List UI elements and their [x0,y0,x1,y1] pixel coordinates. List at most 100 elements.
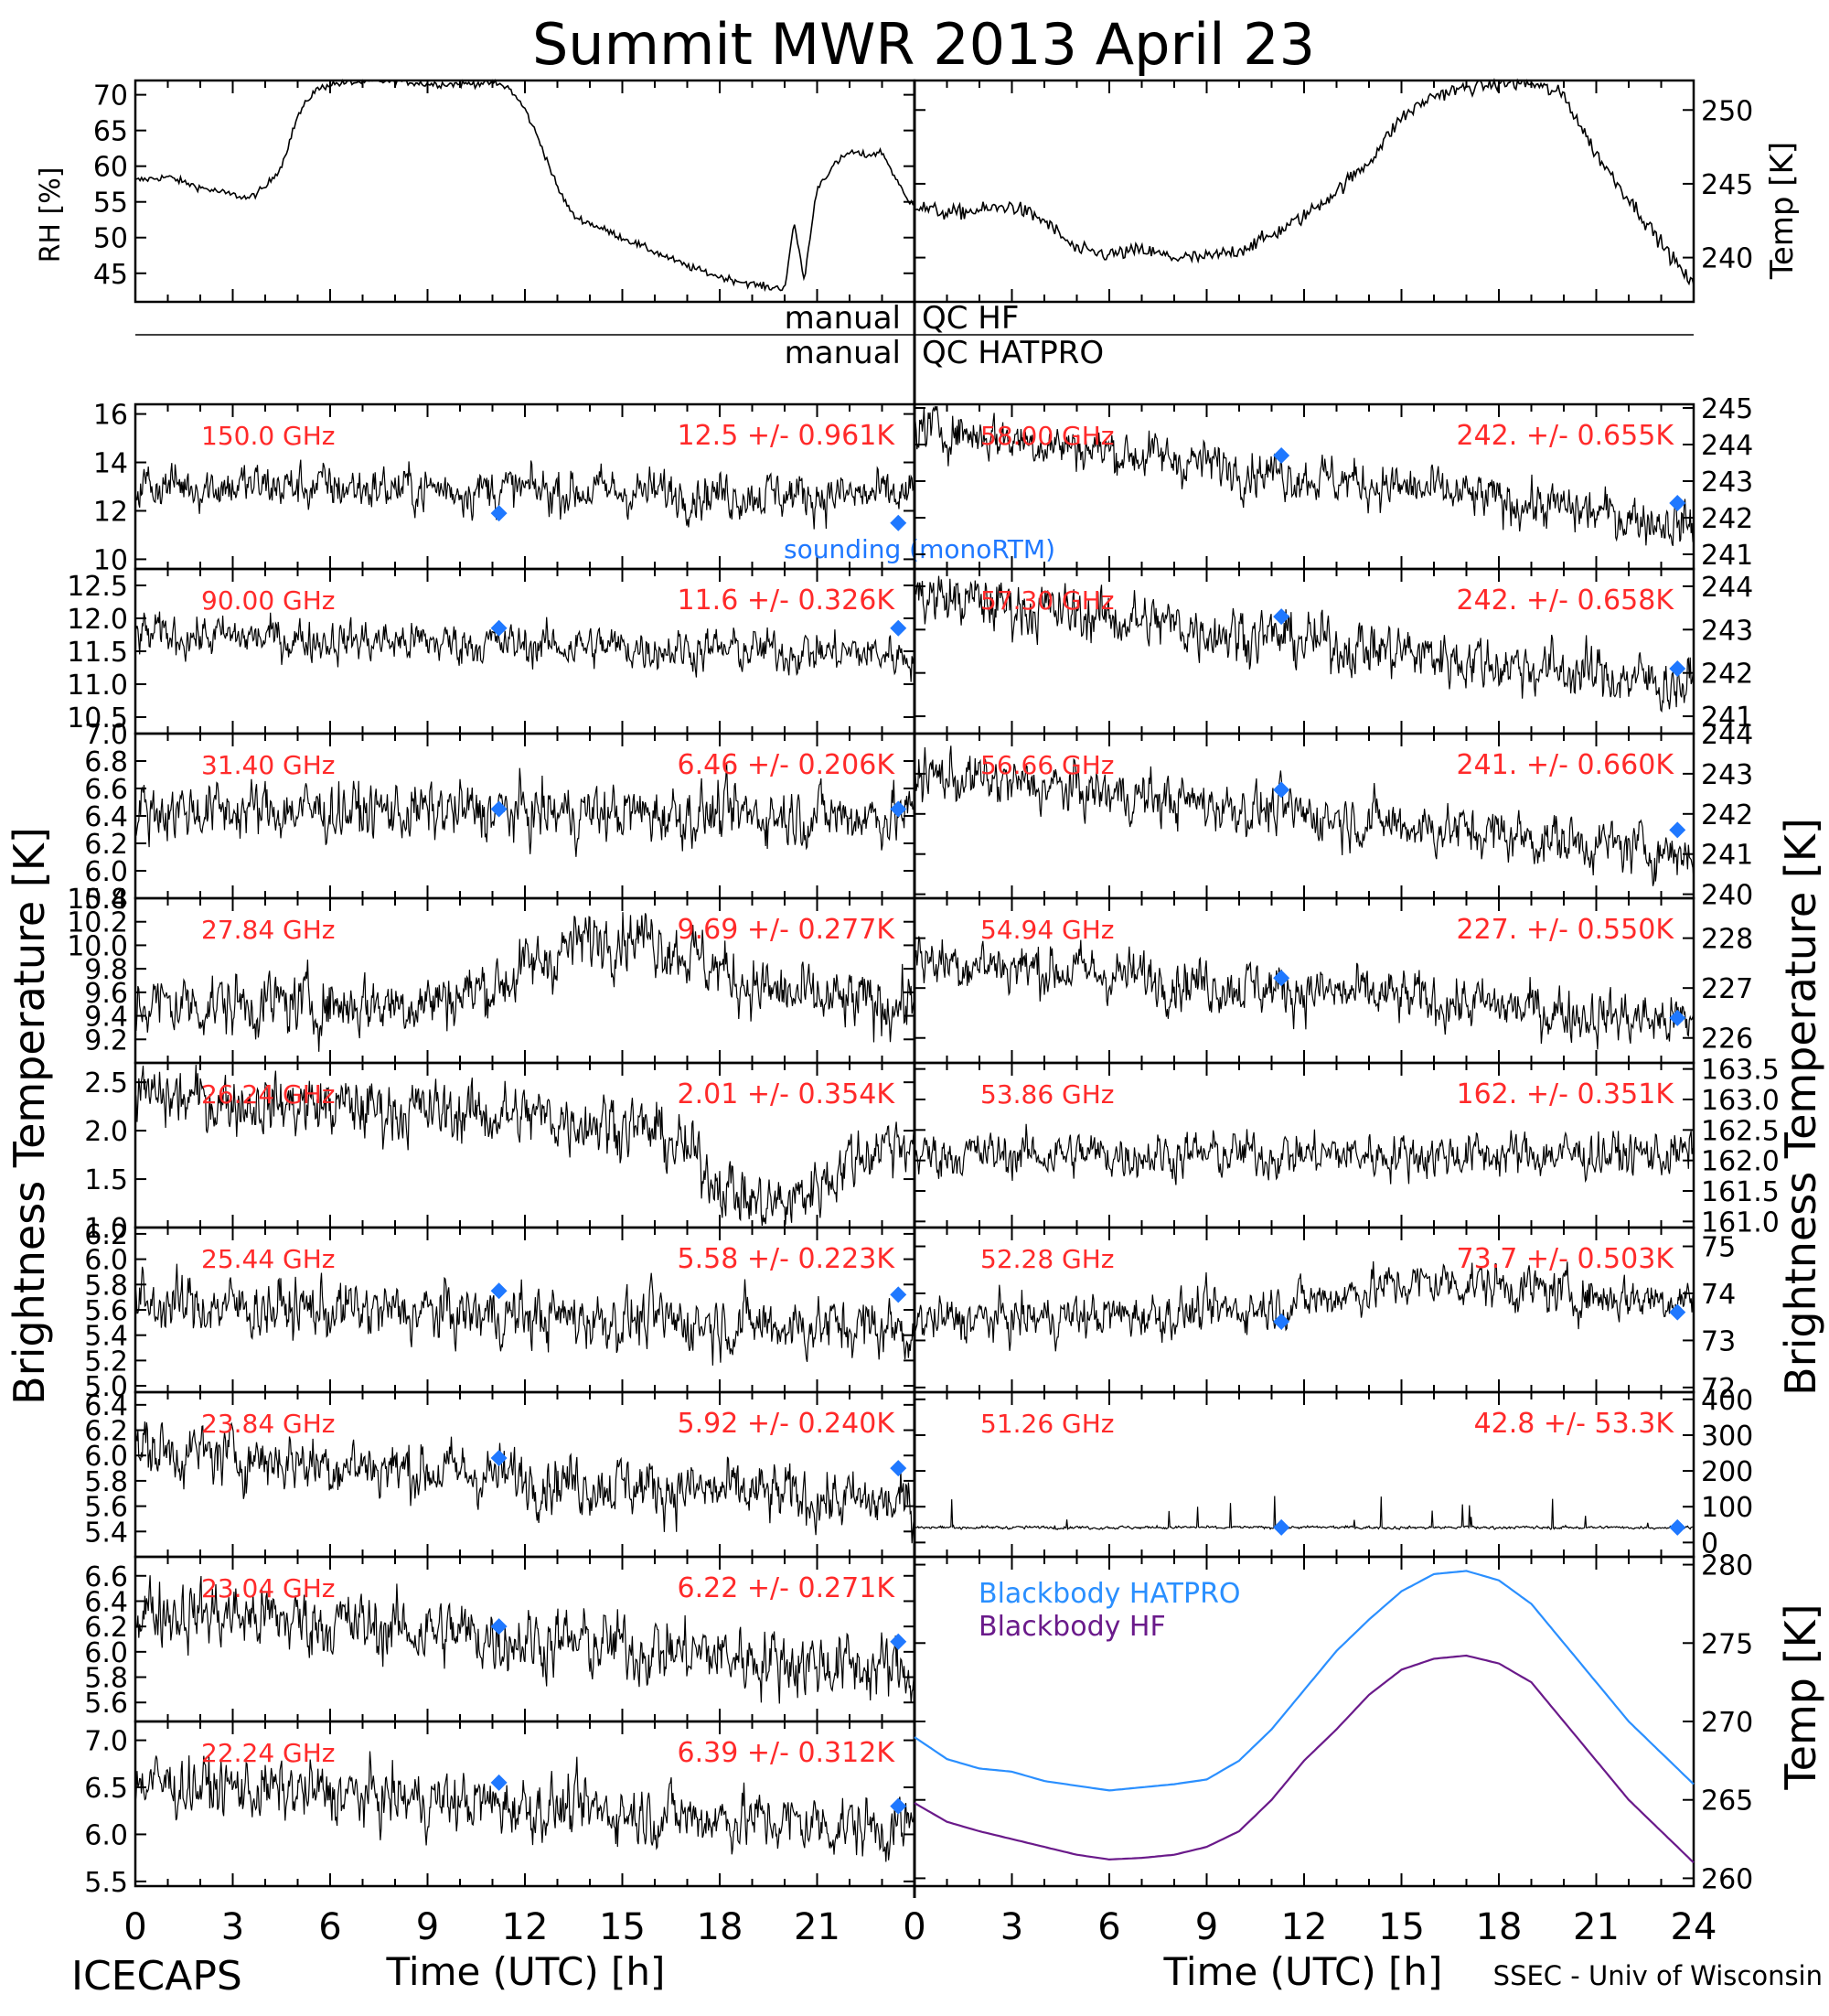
ch-5494-frequency-label: 54.94 GHz [980,915,1115,945]
ch-2544-ytick-label: 5.0 [84,1371,128,1403]
ch-2544-stats-label: 5.58 +/- 0.223K [678,1243,896,1275]
ch-2304-sounding-point [490,1618,508,1635]
time-axis-label-left: Time (UTC) [h] [386,1949,666,1994]
ch-2304-trace [134,1575,915,1704]
blackbody-ytick-label: 265 [1701,1785,1753,1818]
ch-3140-ytick-label: 6.8 [84,746,128,778]
ch-5666-frequency-label: 56.66 GHz [980,750,1115,780]
ch-3140-sounding-point [890,800,907,818]
ch-5666-ytick-label: 241 [1701,840,1753,872]
ch-5730-ytick-label: 241 [1701,702,1753,734]
ch-5126-sounding-point [1273,1518,1290,1536]
ch-2384-frequency-label: 23.84 GHz [201,1409,336,1439]
ch-2784-frequency-label: 27.84 GHz [201,915,336,945]
ch-5800-sounding-point [1273,447,1290,464]
ch-3140-stats-label: 6.46 +/- 0.206K [678,749,896,781]
ch-5494-ytick-label: 227 [1701,973,1753,1005]
ch-2624-ytick-label: 1.0 [84,1213,128,1245]
temp-ytick-label: 240 [1701,243,1753,275]
time-tick-label: 21 [794,1906,840,1948]
ch-5800-ytick-label: 242 [1701,503,1753,535]
ch-5800-ytick-label: 241 [1701,540,1753,572]
ch-5386-ytick-label: 162.0 [1701,1146,1780,1178]
ch-2224-sounding-point [890,1797,907,1815]
time-tick-label: 12 [1281,1906,1328,1948]
rh-ytick-label: 55 [93,188,128,220]
ch-9000-ytick-label: 12.0 [67,604,128,636]
ch-5800-frequency-label: 58.00 GHz [980,421,1115,451]
temp-top-axis-label: Temp [K] [1764,142,1801,280]
time-tick-label: 21 [1573,1906,1620,1948]
ch-2784-ytick-label: 10.4 [67,884,128,916]
ch-5800-ytick-label: 245 [1701,393,1753,425]
ch-2784-ytick-label: 9.6 [84,978,128,1010]
ch-5228-ytick-label: 73 [1701,1325,1736,1357]
time-tick-label: 18 [697,1906,743,1948]
ch-1500-sounding-point [490,505,508,522]
ch-2544-sounding-point [490,1282,508,1300]
ch-2384-ytick-label: 5.8 [84,1466,128,1498]
ch-2224-ytick-label: 5.5 [84,1867,128,1899]
ch-2624-frequency-label: 26.24 GHz [201,1079,336,1110]
ch-5228-ytick-label: 72 [1701,1373,1736,1405]
qc-hatpro-label: QC HATPRO [922,335,1104,371]
ch-1500-trace [134,459,915,530]
ch-5666-stats-label: 241. +/- 0.660K [1457,749,1675,781]
ch-5800-stats-label: 242. +/- 0.655K [1457,420,1675,452]
ch-5730-ytick-label: 244 [1701,572,1753,604]
rh-line [134,79,914,293]
ch-3140-frequency-label: 31.40 GHz [201,750,336,780]
ch-3140-sounding-point [490,800,508,818]
ch-5228-sounding-point [1273,1313,1290,1330]
ch-5126-sounding-point [1669,1518,1686,1536]
ch-2304-stats-label: 6.22 +/- 0.271K [678,1572,896,1604]
ch-2544-ytick-label: 5.4 [84,1321,128,1353]
ch-2784-stats-label: 9.69 +/- 0.277K [678,914,896,946]
rh-ytick-label: 45 [93,259,128,291]
ch-9000-ytick-label: 12.5 [67,571,128,603]
ch-2304-frequency-label: 23.04 GHz [201,1573,336,1603]
ch-5126-frequency-label: 51.26 GHz [980,1409,1115,1439]
ch-5126-ytick-label: 400 [1701,1385,1753,1417]
time-tick-label: 12 [502,1906,549,1948]
ch-2384-ytick-label: 6.2 [84,1416,128,1448]
ch-2784-ytick-label: 9.4 [84,1002,128,1034]
blackbody-legend-entry: Blackbody HF [979,1611,1166,1643]
time-tick-label: 9 [1195,1906,1218,1948]
ch-2784-ytick-label: 9.8 [84,954,128,986]
ch-1500-ytick-label: 16 [93,400,128,432]
ch-5228-trace [914,1260,1695,1352]
temp-bottom-axis-label: Temp [K] [1776,1603,1825,1790]
rh-ytick-label: 70 [93,80,128,113]
ch-2544-ytick-label: 5.6 [84,1295,128,1327]
time-tick-label: 15 [1378,1906,1425,1948]
time-tick-label: 24 [1671,1906,1717,1948]
ch-1500-stats-label: 12.5 +/- 0.961K [678,420,896,452]
ch-2544-ytick-label: 5.8 [84,1270,128,1302]
chart-title: Summit MWR 2013 April 23 [532,11,1315,78]
qc-hf-label: QC HF [922,300,1019,337]
ch-2224-trace [134,1751,915,1862]
ch-1500-sounding-note: sounding (monoRTM) [784,534,1055,564]
ch-5730-ytick-label: 243 [1701,615,1753,647]
ch-5494-ytick-label: 226 [1701,1024,1753,1056]
ch-5730-trace [914,575,1695,713]
ch-5228-sounding-point [1669,1303,1686,1321]
ch-5666-sounding-point [1669,821,1686,839]
ch-9000-ytick-label: 10.5 [67,702,128,735]
temp-ytick-label: 245 [1701,169,1753,201]
ch-5228-frequency-label: 52.28 GHz [980,1244,1115,1274]
ch-2224-ytick-label: 7.0 [84,1726,128,1758]
ch-2544-ytick-label: 5.2 [84,1346,128,1378]
ch-1500-sounding-point [890,514,907,531]
time-tick-label: 15 [599,1906,646,1948]
ch-5126-ytick-label: 100 [1701,1492,1753,1524]
time-tick-label: 3 [1000,1906,1023,1948]
ch-2784-ytick-label: 10.0 [67,930,128,962]
time-tick-label: 3 [221,1906,244,1948]
blackbody-ytick-label: 270 [1701,1707,1753,1739]
blackbody-ytick-label: 260 [1701,1863,1753,1895]
ch-1500-ytick-label: 14 [93,448,128,480]
ch-2304-ytick-label: 6.6 [84,1561,128,1593]
